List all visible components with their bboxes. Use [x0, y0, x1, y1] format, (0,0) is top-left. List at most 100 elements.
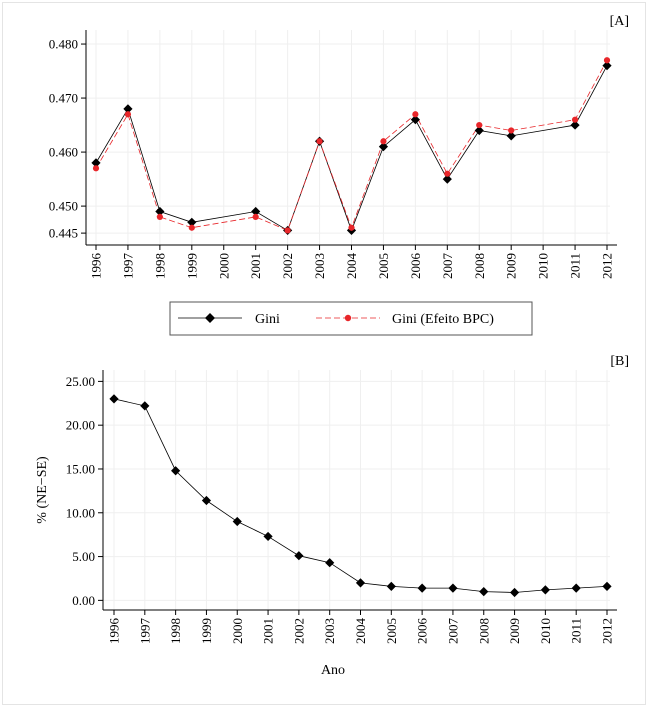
- data-point: [474, 125, 484, 136]
- x-tick-label: 2000: [230, 618, 245, 644]
- data-point: [442, 174, 452, 184]
- x-tick-label: 2006: [415, 618, 430, 645]
- data-point: [252, 213, 259, 221]
- data-point: [602, 581, 612, 591]
- legend: Gini Gini (Efeito BPC): [169, 301, 533, 336]
- panel-b-gridlines: [103, 370, 610, 610]
- x-tick-label: 2008: [476, 618, 491, 644]
- data-point: [603, 57, 611, 64]
- data-point: [123, 104, 133, 114]
- data-point: [448, 583, 458, 593]
- data-point: [251, 206, 261, 217]
- data-point: [91, 158, 101, 168]
- x-tick-label: 2001: [248, 253, 263, 279]
- x-tick-label: 2012: [600, 618, 615, 644]
- x-tick-label: 2000: [216, 253, 231, 279]
- data-point: [188, 224, 195, 231]
- x-tick-label: 2009: [507, 618, 522, 644]
- x-tick-label: 2002: [291, 618, 306, 644]
- data-point: [92, 165, 100, 172]
- panel-b-x-ticks: 1996 1997 1998 1999 2000 2001 2002 2003 2004 2005…: [107, 610, 615, 644]
- legend-bpc-label: Gini (Efeito BPC): [392, 312, 494, 327]
- x-tick-label: 2005: [384, 618, 399, 644]
- y-tick-label: 25.00: [66, 374, 95, 389]
- panel-a-x-ticks: 1996 1997 1998 1999 2000 2001 2002 2003 2004 2005…: [89, 245, 615, 279]
- data-point: [171, 466, 181, 476]
- data-point: [479, 587, 489, 597]
- x-tick-label: 2005: [376, 253, 391, 279]
- x-tick-label: 2011: [569, 618, 584, 644]
- panel-a-label: [A]: [610, 14, 629, 29]
- y-tick-label: 0.480: [49, 37, 78, 52]
- data-point: [294, 551, 304, 561]
- data-point: [284, 227, 291, 234]
- data-point: [348, 224, 355, 231]
- x-tick-label: 2006: [408, 253, 423, 280]
- data-point: [571, 116, 579, 123]
- legend-gini-label: Gini: [255, 312, 280, 327]
- data-point: [508, 127, 515, 134]
- x-tick-label: 1999: [199, 618, 214, 644]
- data-point: [316, 138, 323, 145]
- data-point: [355, 578, 366, 588]
- x-tick-label: 1997: [120, 253, 135, 280]
- x-tick-label: 1999: [184, 253, 199, 279]
- x-tick-label: 2007: [445, 618, 460, 645]
- data-point: [232, 516, 242, 527]
- x-tick-label: 1998: [168, 618, 183, 644]
- x-tick-label: 1997: [137, 618, 152, 645]
- panel-b-y-axis-label: % (NE−SE): [35, 456, 50, 524]
- data-point: [109, 394, 119, 404]
- data-point: [570, 120, 580, 130]
- y-tick-label: 15.00: [66, 461, 95, 476]
- x-tick-label: 2001: [261, 618, 276, 644]
- data-point: [571, 583, 581, 593]
- data-point: [412, 111, 419, 118]
- panel-b: [B] 0.00 5.00 10.00 15.00 20.00 25.00 1996 199…: [35, 354, 629, 678]
- x-tick-label: 2004: [344, 253, 359, 280]
- data-point: [417, 583, 427, 593]
- x-tick-label: 2002: [280, 253, 295, 279]
- legend-bpc-marker: [344, 314, 352, 322]
- panel-b-label: [B]: [610, 354, 629, 369]
- panel-a-series: [91, 57, 612, 236]
- data-point: [386, 581, 396, 591]
- data-point: [444, 170, 451, 177]
- y-tick-label: 10.00: [66, 505, 95, 520]
- x-tick-label: 1996: [89, 253, 104, 280]
- y-tick-label: 5.00: [72, 549, 95, 564]
- data-point: [602, 61, 612, 71]
- x-tick-label: 2007: [440, 253, 455, 280]
- data-point: [378, 142, 389, 152]
- panel-b-x-axis-label: Ano: [321, 663, 345, 678]
- y-tick-label: 0.00: [72, 593, 95, 608]
- x-tick-label: 2011: [568, 253, 583, 279]
- x-tick-label: 2009: [504, 253, 519, 279]
- y-tick-label: 20.00: [66, 418, 95, 433]
- panel-b-series: [109, 394, 612, 598]
- data-point: [140, 401, 150, 411]
- x-tick-label: 2003: [312, 253, 327, 279]
- data-point: [155, 206, 165, 217]
- panel-a-y-ticks: 0.445 0.450 0.460 0.470 0.480: [49, 37, 86, 241]
- x-tick-label: 2010: [538, 618, 553, 644]
- x-tick-label: 1996: [107, 618, 122, 645]
- panel-b-y-ticks: 0.00 5.00 10.00 15.00 20.00 25.00: [66, 374, 103, 608]
- data-point: [124, 111, 132, 118]
- data-point: [380, 138, 387, 145]
- data-point: [509, 587, 520, 598]
- data-point: [156, 213, 163, 221]
- y-tick-label: 0.460: [49, 145, 78, 160]
- data-point: [325, 558, 335, 568]
- data-point: [506, 131, 516, 141]
- data-point: [410, 115, 420, 125]
- x-tick-label: 2008: [472, 253, 487, 279]
- x-tick-label: 2010: [536, 253, 551, 279]
- data-point: [540, 585, 550, 595]
- x-tick-label: 2004: [353, 618, 368, 645]
- data-point: [187, 217, 197, 227]
- x-tick-label: 2012: [600, 253, 615, 279]
- y-tick-label: 0.470: [49, 91, 78, 106]
